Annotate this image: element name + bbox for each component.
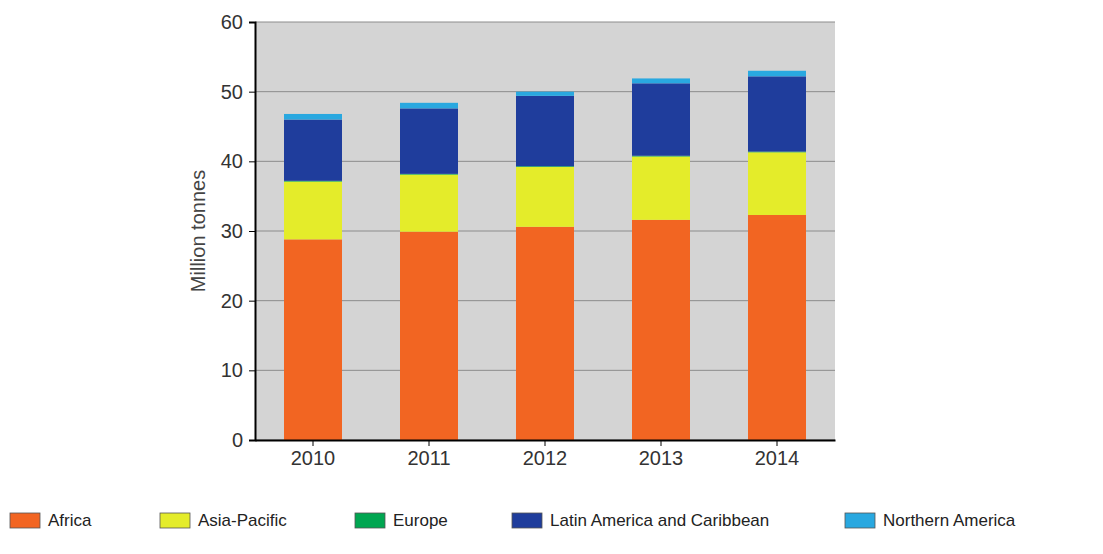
bar-segment: [748, 71, 806, 77]
legend-label: Asia-Pacific: [198, 511, 287, 530]
legend-swatch: [512, 513, 542, 528]
y-tick-mark: [249, 92, 255, 93]
bar-segment: [516, 227, 574, 440]
y-tick: 20: [221, 290, 255, 312]
x-tick-label: 2014: [755, 447, 800, 469]
y-tick-label: 20: [221, 290, 243, 312]
legend-swatch: [10, 513, 40, 528]
y-tick-mark: [249, 370, 255, 371]
x-tick: 2014: [755, 440, 800, 469]
bar-segment: [516, 92, 574, 96]
bar-segment: [632, 220, 690, 440]
y-tick-mark: [249, 440, 255, 441]
x-tick-mark: [545, 440, 546, 446]
x-tick-mark: [777, 440, 778, 446]
y-tick-mark: [249, 22, 255, 23]
y-axis: 0 10 20 30 40 50 60: [221, 11, 256, 451]
x-tick-label: 2013: [639, 447, 684, 469]
y-tick-mark: [249, 301, 255, 302]
bar-segment: [748, 76, 806, 151]
legend-item: Asia-Pacific: [160, 511, 287, 530]
y-tick-label: 50: [221, 81, 243, 103]
x-tick: 2010: [291, 440, 336, 469]
bar-segment: [400, 232, 458, 440]
x-tick: 2011: [407, 440, 450, 469]
legend: Africa Asia-Pacific Europe Latin America an…: [10, 511, 1016, 530]
plot-background: [255, 22, 835, 440]
y-tick-label: 30: [221, 220, 243, 242]
y-tick-label: 60: [221, 11, 243, 33]
y-tick: 30: [221, 220, 255, 242]
legend-label: Latin America and Caribbean: [550, 511, 769, 530]
x-tick-label: 2010: [291, 447, 336, 469]
bar-segment: [284, 120, 342, 181]
legend-label: Northern America: [883, 511, 1016, 530]
y-tick-mark: [249, 231, 255, 232]
y-axis-line: [249, 23, 256, 441]
grid: [255, 22, 835, 440]
legend-swatch: [160, 513, 190, 528]
y-tick: 60: [221, 11, 255, 33]
legend-label: Europe: [393, 511, 448, 530]
x-tick-mark: [429, 440, 430, 446]
x-tick-mark: [661, 440, 662, 446]
bars: [284, 71, 806, 440]
legend-item: Latin America and Caribbean: [512, 511, 769, 530]
bar-segment: [748, 215, 806, 440]
legend-swatch: [355, 513, 385, 528]
bar-segment: [400, 103, 458, 109]
bar-segment: [632, 156, 690, 219]
legend-swatch: [845, 513, 875, 528]
bar-segment: [748, 152, 806, 215]
y-tick-label: 0: [232, 429, 243, 451]
x-tick-label: 2012: [523, 447, 568, 469]
bar-segment: [400, 108, 458, 173]
y-tick: 0: [232, 429, 255, 451]
bar-segment: [284, 182, 342, 240]
bar-segment: [284, 239, 342, 440]
x-axis: 2010 2011 2012 2013 2014: [256, 440, 836, 469]
x-tick-mark: [313, 440, 314, 446]
y-tick: 40: [221, 150, 255, 172]
bar-segment: [516, 167, 574, 227]
chart: 0 10 20 30 40 50 60 2010 2011 2012 2013 2014 Million…: [0, 0, 1103, 554]
y-tick-label: 10: [221, 359, 243, 381]
x-tick: 2012: [523, 440, 568, 469]
bar-segment: [632, 83, 690, 155]
legend-item: Europe: [355, 511, 448, 530]
bar-segment: [400, 175, 458, 232]
y-axis-title: Million tonnes: [187, 170, 209, 292]
legend-item: Africa: [10, 511, 92, 530]
bar-segment: [632, 78, 690, 83]
bar-segment: [284, 114, 342, 120]
grid-line: [255, 22, 835, 23]
legend-item: Northern America: [845, 511, 1016, 530]
x-tick-label: 2011: [407, 447, 450, 469]
y-tick: 10: [221, 359, 255, 381]
y-tick: 50: [221, 81, 255, 103]
legend-label: Africa: [48, 511, 92, 530]
x-tick: 2013: [639, 440, 684, 469]
y-tick-mark: [249, 161, 255, 162]
bar-segment: [516, 96, 574, 166]
y-tick-label: 40: [221, 150, 243, 172]
